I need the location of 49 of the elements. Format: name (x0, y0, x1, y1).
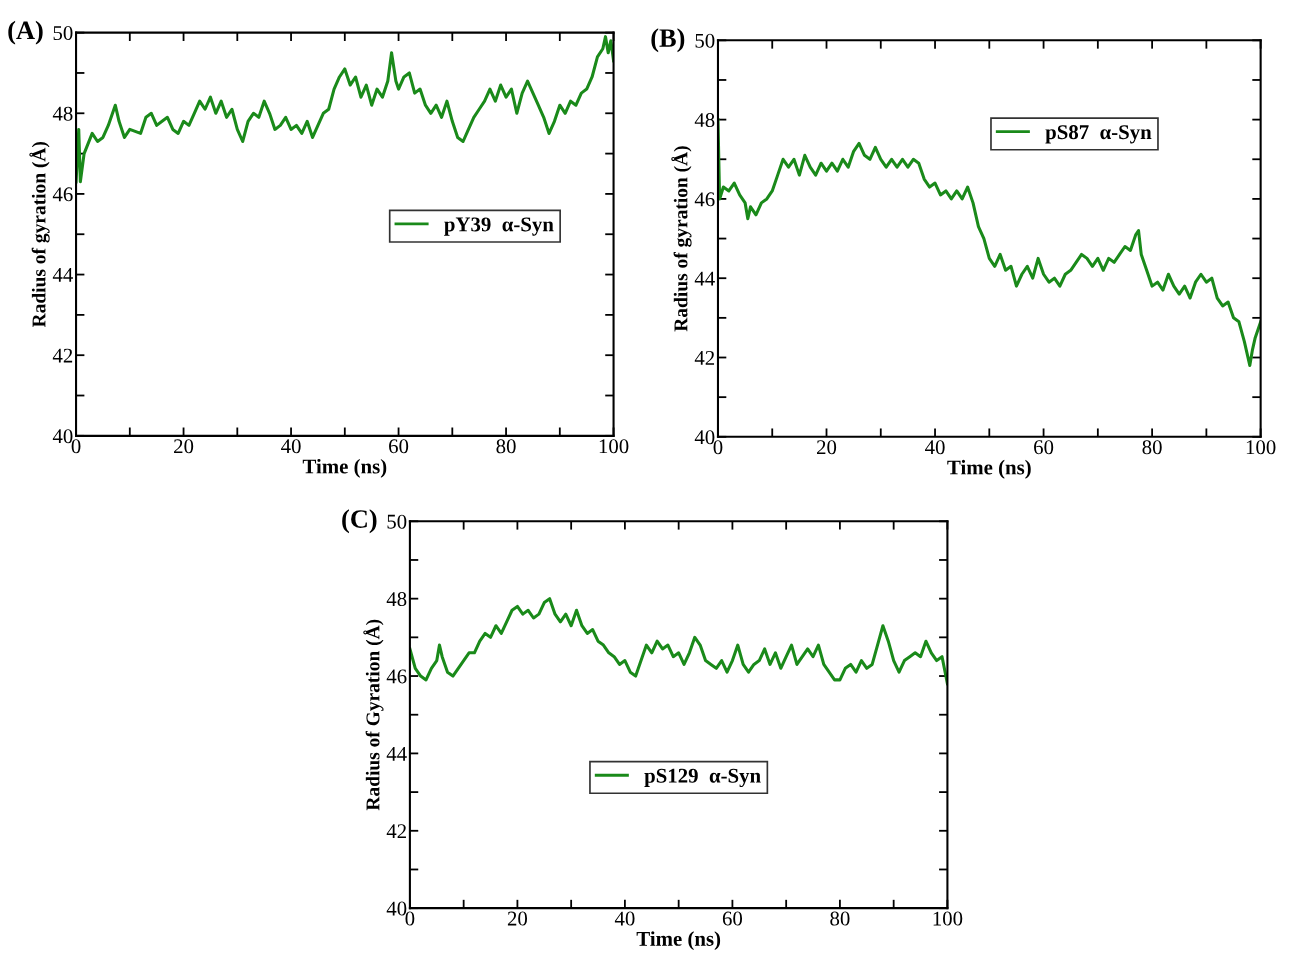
y-tick-label: 50 (695, 33, 715, 48)
x-tick-label: 20 (507, 911, 528, 926)
chart-title: (B) (651, 28, 685, 53)
y-tick-label: 48 (386, 592, 407, 607)
y-tick-label: 42 (52, 348, 73, 363)
x-tick-label: 60 (722, 911, 743, 926)
x-tick-label: 0 (713, 440, 723, 455)
y-axis-title: Radius of gyration (Å) (29, 141, 50, 328)
y-tick-label: 42 (694, 350, 715, 365)
legend-label: pS129 α-Syn (644, 768, 761, 788)
y-tick-label: 48 (52, 106, 73, 121)
y-tick-label: 46 (694, 192, 715, 207)
x-tick-label: 40 (614, 911, 635, 926)
x-tick-label: 0 (405, 911, 415, 926)
chart-title: (A) (8, 20, 43, 45)
legend-label: pS87 α-Syn (1045, 125, 1152, 144)
x-tick-label: 0 (71, 439, 81, 454)
y-tick-label: 50 (387, 514, 407, 529)
y-tick-label: 40 (52, 429, 73, 444)
y-tick-label: 44 (694, 271, 715, 286)
y-tick-label: 50 (53, 26, 73, 41)
y-tick-label: 40 (386, 901, 407, 916)
y-tick-label: 48 (694, 112, 715, 128)
x-tick-label: 100 (1246, 440, 1276, 455)
x-tick-label: 40 (281, 439, 301, 454)
legend-label: pY39 α-Syn (444, 217, 554, 236)
line-series (76, 35, 614, 184)
y-tick-label: 42 (386, 824, 406, 839)
x-tick-label: 80 (1142, 440, 1162, 455)
x-tick-label: 60 (1034, 440, 1054, 455)
x-tick-label: 20 (174, 439, 194, 454)
y-axis-title: Radius of Gyration (Å) (363, 619, 384, 811)
chart-title: (C) (342, 509, 377, 534)
y-tick-label: 46 (386, 669, 407, 684)
x-tick-label: 100 (933, 911, 963, 926)
x-tick-label: 80 (496, 439, 516, 454)
y-tick-label: 46 (52, 187, 73, 202)
x-tick-label: 40 (925, 440, 945, 455)
y-axis-title: Radius of gyration (Å) (671, 146, 692, 332)
x-tick-label: 100 (599, 439, 629, 454)
x-tick-label: 60 (389, 439, 409, 454)
y-tick-label: 44 (52, 268, 73, 282)
x-tick-label: 80 (830, 911, 850, 926)
x-axis-title: Time (ns) (947, 459, 1031, 479)
line-series (717, 118, 1261, 367)
y-tick-label: 44 (386, 746, 407, 761)
x-tick-label: 20 (817, 440, 837, 455)
x-axis-title: Time (ns) (302, 458, 387, 478)
x-axis-title: Time (ns) (636, 931, 721, 951)
